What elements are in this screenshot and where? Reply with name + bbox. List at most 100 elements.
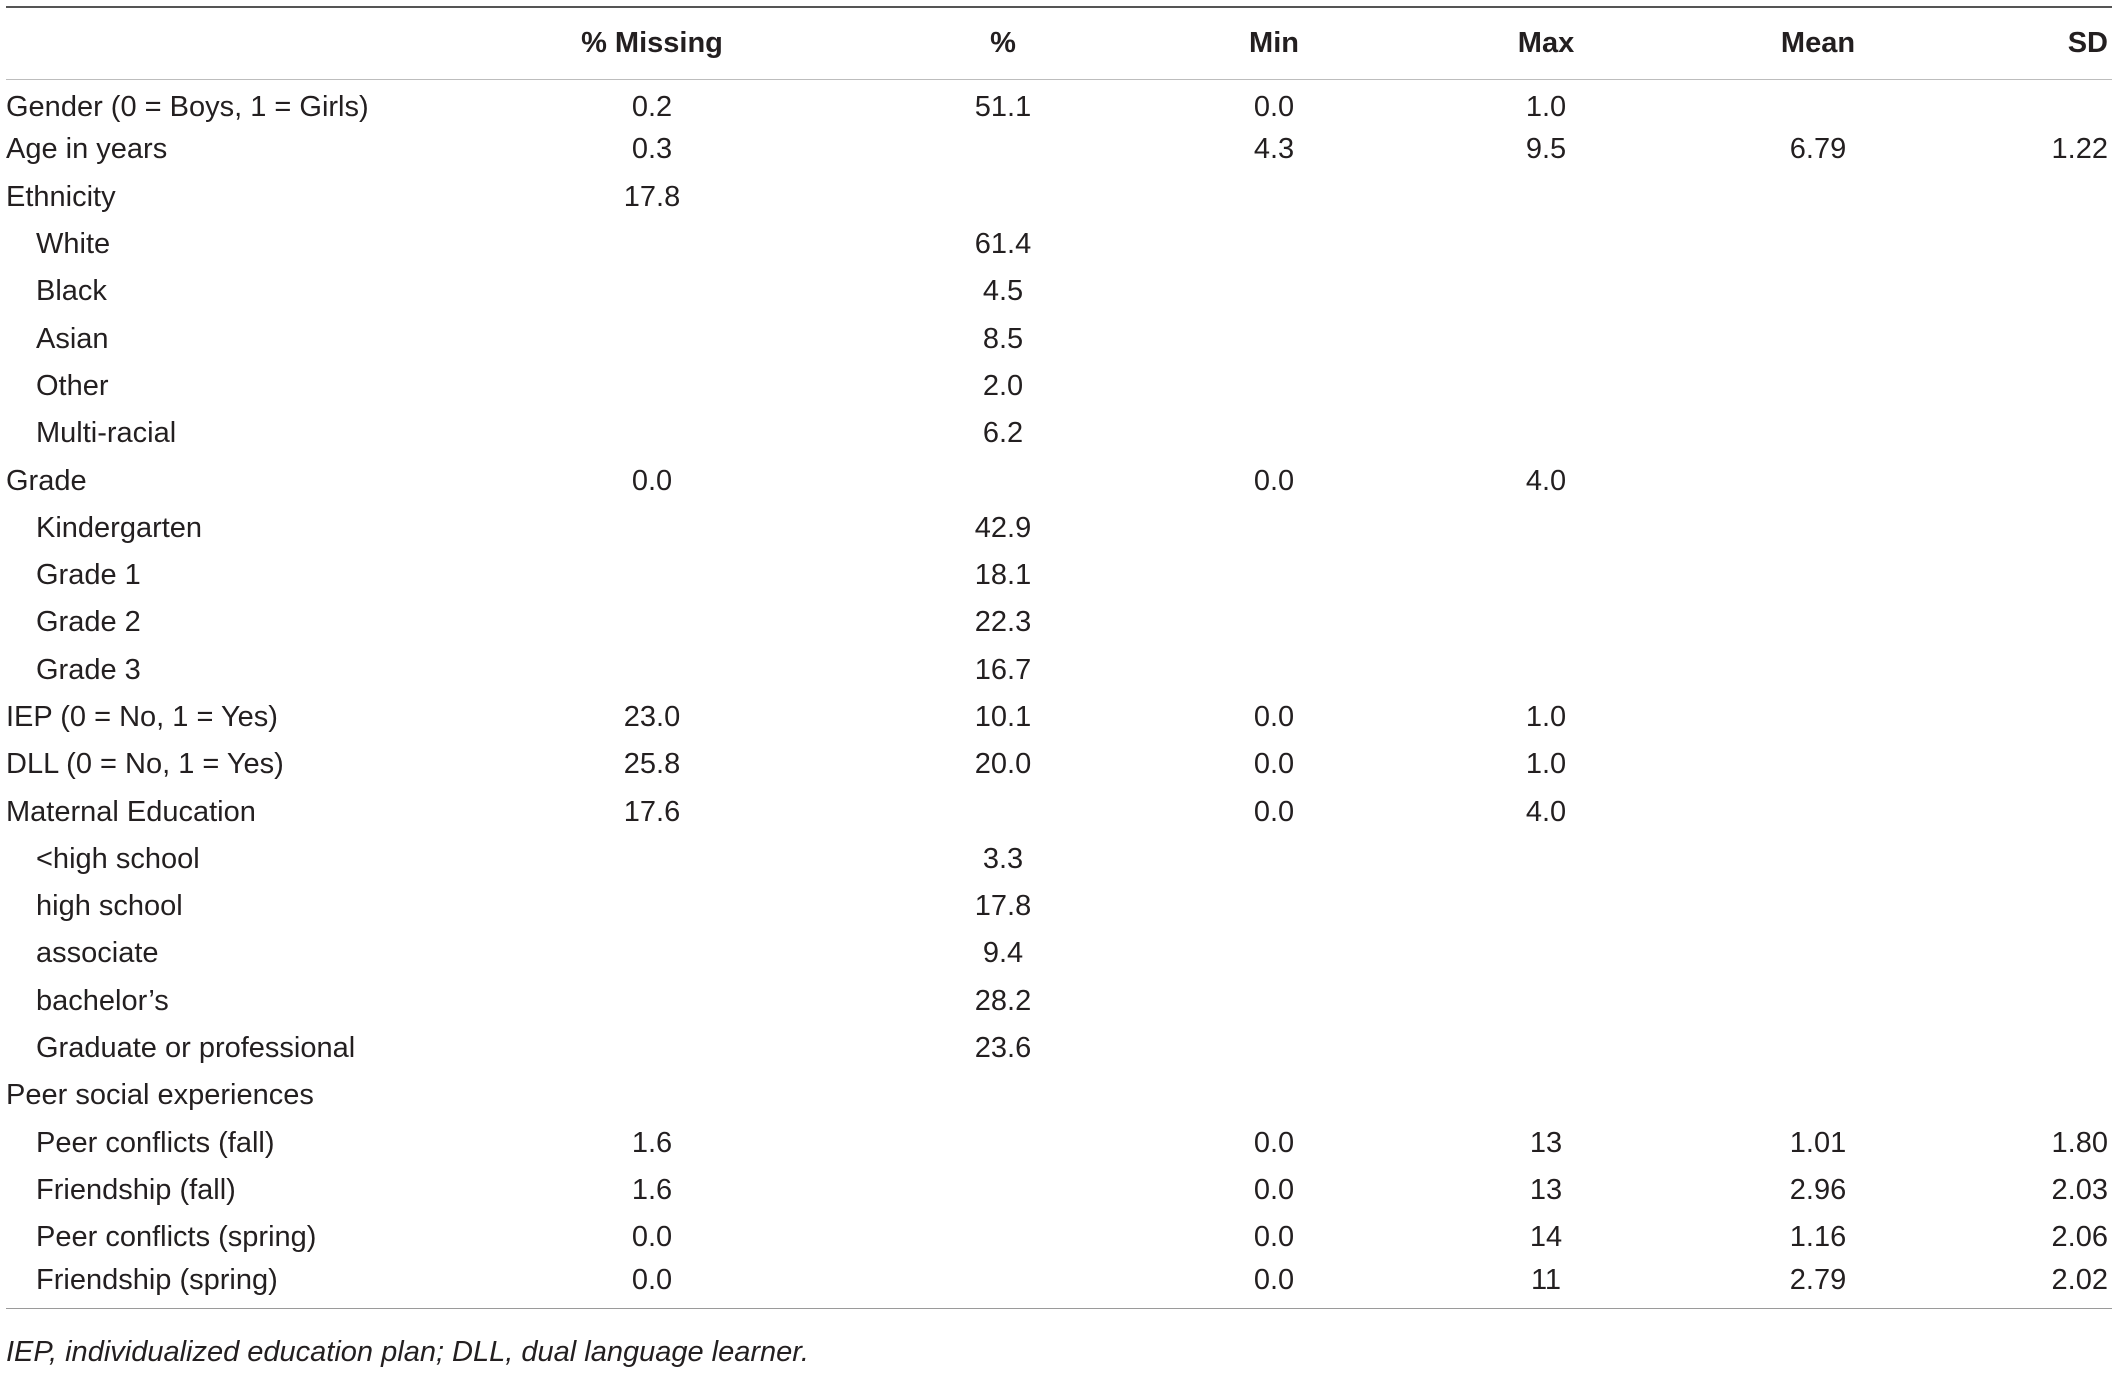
cell-sd: [1954, 836, 2112, 883]
cell-min: 0.0: [1253, 464, 1295, 497]
cell-mean: [1682, 883, 1954, 930]
cell-mean: [1682, 1025, 1954, 1072]
cell-percent: 22.3: [974, 606, 1032, 639]
cell-sd: [1954, 930, 2112, 977]
header-min: Min: [1138, 6, 1410, 80]
cell-missing: 23.0: [623, 701, 681, 733]
cell-sd: 2.06: [2051, 1221, 2108, 1254]
cell-mean: [1682, 836, 1954, 883]
header-sd: SD: [1954, 6, 2112, 80]
cell-missing: [436, 599, 868, 646]
cell-max: [1410, 505, 1682, 552]
cell-mean: 6.79: [1789, 133, 1847, 166]
table-row: IEP (0 = No, 1 = Yes) 23.0 10.1 0.0 1.0: [6, 694, 2112, 741]
cell-sd: [1954, 883, 2112, 930]
row-label: Peer conflicts (fall): [36, 1126, 275, 1159]
cell-missing: 1.6: [631, 1173, 673, 1206]
cell-min: [1138, 268, 1410, 315]
cell-mean: 1.16: [1789, 1221, 1847, 1254]
cell-percent: 16.7: [974, 653, 1032, 686]
cell-max: [1410, 978, 1682, 1025]
table-row: <high school 3.3: [6, 836, 2112, 883]
table-row: associate 9.4: [6, 930, 2112, 977]
cell-sd: [1954, 174, 2112, 221]
row-label: Grade 2: [36, 606, 141, 639]
cell-missing: [436, 836, 868, 883]
cell-min: [1138, 505, 1410, 552]
cell-mean: [1682, 221, 1954, 268]
cell-mean: [1682, 599, 1954, 646]
cell-min: 0.0: [1253, 1126, 1295, 1159]
cell-missing: 17.6: [623, 795, 681, 828]
cell-min: [1138, 599, 1410, 646]
cell-percent: [868, 1261, 1138, 1310]
cell-sd: [1954, 457, 2112, 504]
cell-sd: [1954, 552, 2112, 599]
row-label: Asian: [36, 322, 109, 355]
cell-missing: 0.3: [631, 133, 673, 166]
row-label: Grade 1: [36, 559, 141, 592]
cell-percent: [868, 1167, 1138, 1214]
row-label: Maternal Education: [6, 795, 256, 828]
table-row: Gender (0 = Boys, 1 = Girls) 0.2 51.1 0.0 1.…: [6, 79, 2112, 126]
cell-percent: 4.5: [982, 275, 1024, 308]
cell-sd: 1.80: [2051, 1126, 2108, 1159]
cell-min: 0.0: [1138, 1261, 1410, 1310]
cell-missing: [436, 363, 868, 410]
row-label: <high school: [36, 842, 200, 875]
table-row: Peer conflicts (spring) 0.0 0.0 14 1.16 2.06: [6, 1214, 2112, 1261]
cell-missing: [436, 505, 868, 552]
cell-max: 1.0: [1525, 701, 1567, 733]
table-footnote: IEP, individualized education plan; DLL,…: [6, 1336, 809, 1368]
table-row: Grade 3 16.7: [6, 647, 2112, 694]
cell-mean: [1682, 268, 1954, 315]
cell-mean: 2.79: [1682, 1261, 1954, 1310]
cell-min: [1138, 221, 1410, 268]
cell-mean: [1682, 978, 1954, 1025]
table-header: % Missing % Min Max Mean SD: [6, 6, 2112, 80]
cell-missing: 25.8: [623, 748, 681, 781]
cell-min: 0.0: [1253, 1173, 1295, 1206]
cell-percent: [868, 1072, 1138, 1119]
cell-percent: 17.8: [974, 890, 1032, 923]
cell-mean: [1682, 505, 1954, 552]
cell-percent: 9.4: [982, 937, 1024, 970]
cell-sd: [1954, 741, 2112, 788]
cell-missing: [436, 268, 868, 315]
cell-missing: [436, 552, 868, 599]
cell-max: [1410, 836, 1682, 883]
cell-percent: 28.2: [974, 984, 1032, 1017]
cell-min: 0.0: [1253, 795, 1295, 828]
table-row: Grade 2 22.3: [6, 599, 2112, 646]
table-row: high school 17.8: [6, 883, 2112, 930]
cell-mean: [1682, 788, 1954, 835]
cell-max: [1410, 363, 1682, 410]
cell-min: [1138, 315, 1410, 362]
cell-sd: [1954, 1072, 2112, 1119]
table-row: bachelor’s 28.2: [6, 978, 2112, 1025]
header-label: [6, 6, 436, 80]
cell-min: [1138, 836, 1410, 883]
cell-percent: [868, 457, 1138, 504]
header-percent: %: [868, 6, 1138, 80]
cell-missing: [436, 883, 868, 930]
cell-mean: [1682, 741, 1954, 788]
cell-mean: [1682, 79, 1954, 126]
cell-percent: [868, 126, 1138, 173]
cell-sd: [1954, 505, 2112, 552]
cell-min: 4.3: [1253, 133, 1295, 166]
cell-max: 11: [1410, 1261, 1682, 1310]
row-label: Graduate or professional: [36, 1032, 356, 1065]
cell-max: [1410, 410, 1682, 457]
cell-percent: 10.1: [974, 701, 1032, 733]
cell-max: 13: [1529, 1173, 1563, 1206]
cell-mean: 1.01: [1789, 1126, 1847, 1159]
table-row: Other 2.0: [6, 363, 2112, 410]
cell-mean: [1682, 410, 1954, 457]
cell-sd: [1954, 788, 2112, 835]
table-row: Peer conflicts (fall) 1.6 0.0 13 1.01 1.80: [6, 1120, 2112, 1167]
row-label: Friendship (spring): [6, 1261, 436, 1310]
cell-mean: [1682, 315, 1954, 362]
cell-mean: [1682, 174, 1954, 221]
cell-missing: 0.0: [631, 1221, 673, 1254]
